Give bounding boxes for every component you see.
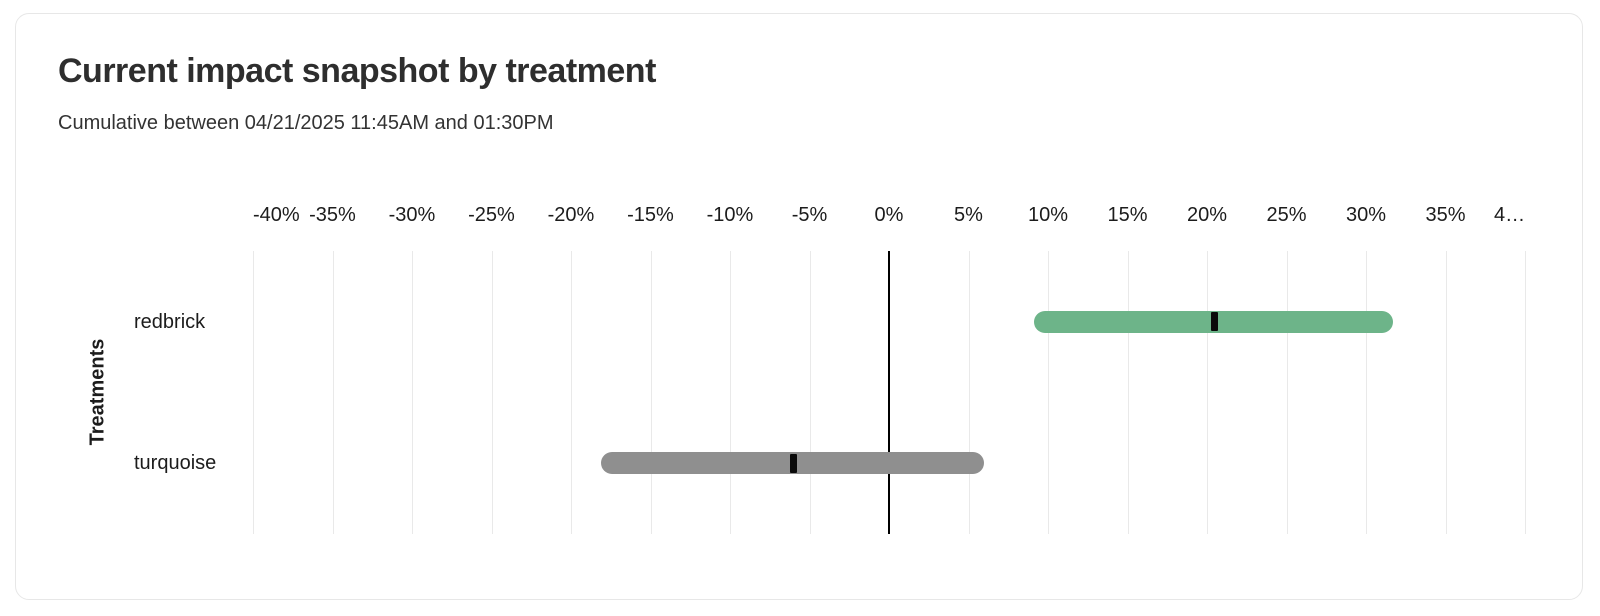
- chart-subtitle: Cumulative between 04/21/2025 11:45AM an…: [58, 112, 554, 134]
- x-tick-label: 25%: [1266, 204, 1307, 226]
- gridline: [1048, 251, 1049, 534]
- x-tick-label: 10%: [1027, 204, 1069, 226]
- x-tick-label: 15%: [1107, 204, 1148, 226]
- x-tick-label: -40%: [253, 204, 300, 226]
- y-axis-title: Treatments: [86, 338, 109, 446]
- gridline: [1525, 251, 1526, 534]
- gridline: [730, 251, 731, 534]
- gridline: [1445, 251, 1447, 534]
- x-tick-label: 5%: [954, 204, 983, 226]
- x-tick-label: -20%: [547, 204, 595, 226]
- gridline: [1286, 251, 1288, 534]
- x-tick-label: -5%: [791, 204, 828, 226]
- gridline: [332, 251, 334, 534]
- category-label-redbrick: redbrick: [134, 310, 206, 333]
- chart-title: Current impact snapshot by treatment: [58, 52, 656, 90]
- zero-line: [888, 251, 890, 534]
- gridline: [1127, 251, 1129, 534]
- category-label-turquoise: turquoise: [134, 452, 217, 475]
- mean-marker-redbrick: [1211, 312, 1219, 332]
- x-tick-label: 4…: [1494, 204, 1526, 226]
- x-tick-label: -25%: [468, 204, 515, 226]
- gridline: [491, 251, 493, 534]
- gridline: [650, 251, 652, 534]
- gridline: [571, 251, 572, 534]
- gridline: [253, 251, 254, 534]
- gridline: [968, 251, 970, 534]
- x-tick-label: 20%: [1186, 204, 1228, 226]
- x-tick-label: -10%: [706, 204, 754, 226]
- plot-area: [253, 251, 1526, 534]
- gridline: [1207, 251, 1208, 534]
- category-labels: redbrick turquoise: [134, 251, 249, 534]
- x-tick-label: -30%: [388, 204, 436, 226]
- gridline: [1366, 251, 1367, 534]
- x-tick-label: -15%: [627, 204, 674, 226]
- chart-card: Current impact snapshot by treatment Cum…: [15, 13, 1583, 600]
- gridline: [412, 251, 413, 534]
- mean-marker-turquoise: [790, 453, 798, 473]
- x-tick-label: 30%: [1345, 204, 1387, 226]
- x-tick-label: 35%: [1425, 204, 1466, 226]
- x-tick-label: -35%: [309, 204, 356, 226]
- gridline: [809, 251, 811, 534]
- x-axis-tick-labels: -40% -35% -30% -25% -20% -15% -10% -5% 0% 5% 10% 15…: [253, 202, 1525, 228]
- x-tick-label: 0%: [874, 204, 904, 226]
